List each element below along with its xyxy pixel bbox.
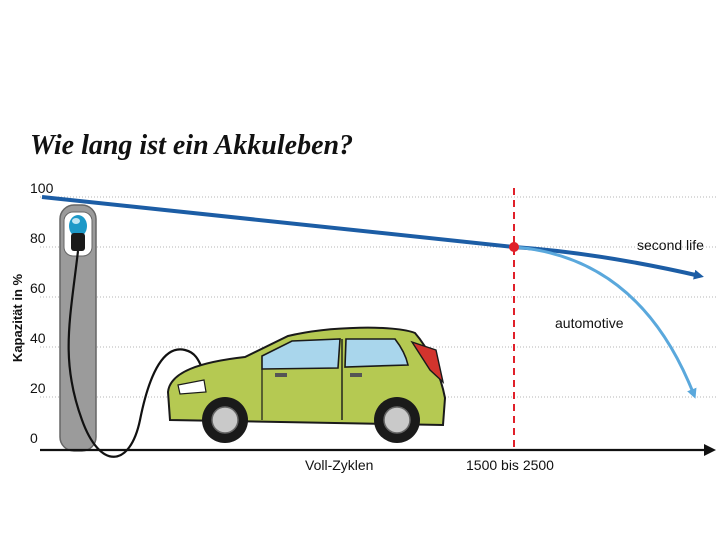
cycle-marker-point (509, 242, 519, 252)
chart-title: Wie lang ist ein Akkuleben? (30, 130, 353, 161)
x-marker-label: 1500 bis 2500 (466, 457, 554, 473)
y-tick-label: 0 (30, 430, 38, 446)
x-axis-label: Voll-Zyklen (305, 457, 373, 473)
charging-cable (67, 250, 205, 458)
series-label-second-life: second life (637, 237, 704, 253)
y-axis-label: Kapazität in % (10, 273, 25, 362)
series-line-automotive (513, 245, 697, 399)
series-line-second-life (41, 195, 704, 280)
y-tick-label: 60 (30, 280, 46, 296)
series-label-automotive: automotive (555, 315, 624, 331)
y-tick-label: 20 (30, 380, 46, 396)
green-car-icon (166, 326, 447, 443)
x-axis-arrowhead (704, 444, 716, 456)
charging-station-icon (59, 204, 97, 452)
y-tick-labels: 100 80 60 40 20 0 (30, 180, 54, 446)
y-tick-label: 80 (30, 230, 46, 246)
y-tick-label: 100 (30, 180, 54, 196)
y-tick-label: 40 (30, 330, 46, 346)
